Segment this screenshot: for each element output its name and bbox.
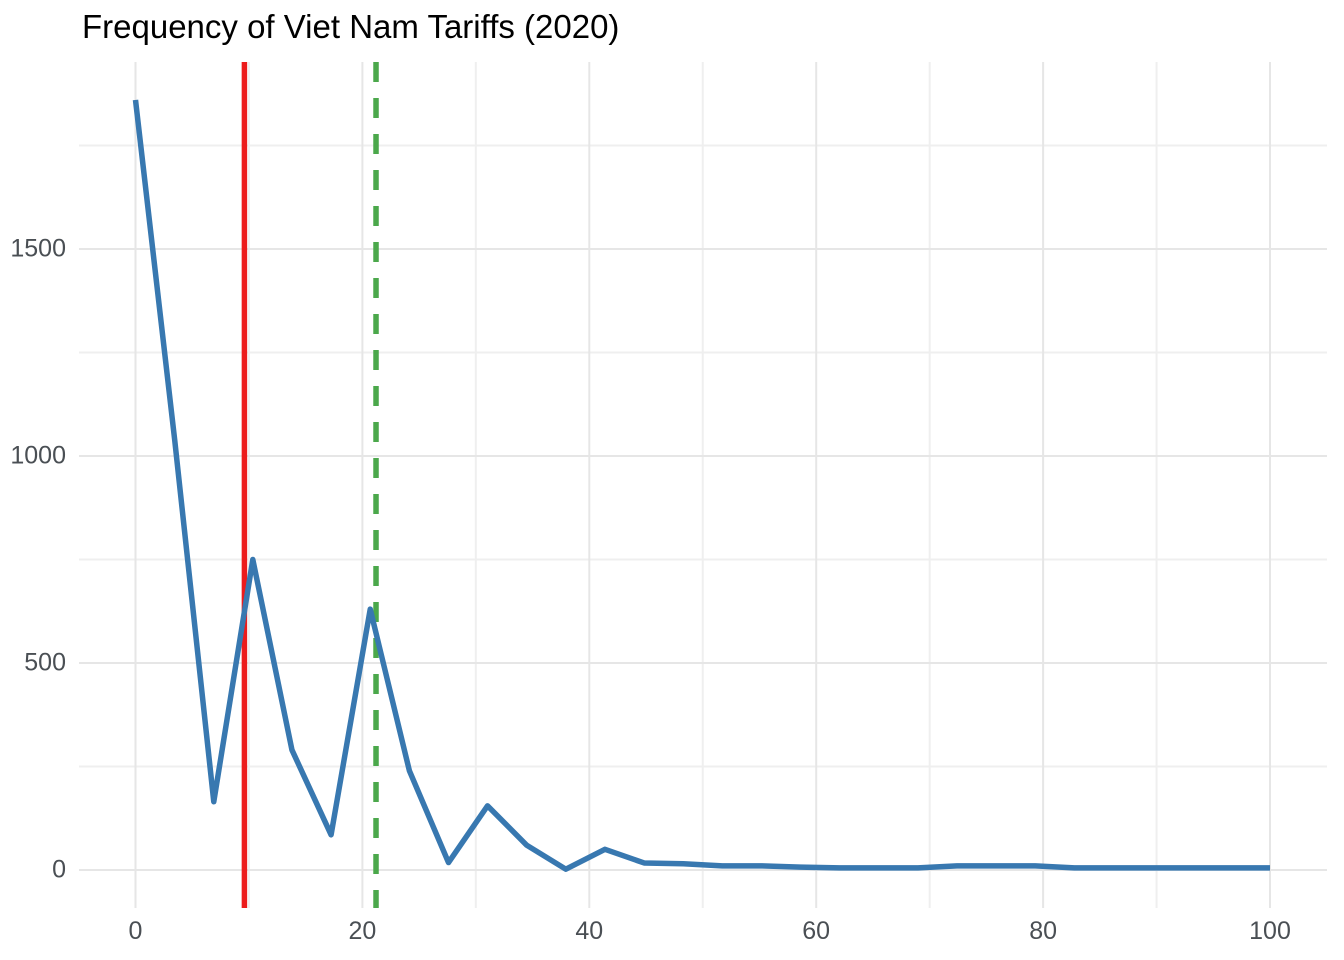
chart-title: Frequency of Viet Nam Tariffs (2020)	[82, 8, 620, 45]
tariff-frequency-line	[132, 99, 1270, 872]
x-axis-tick-label: 100	[1249, 917, 1291, 945]
x-axis-tick-label: 60	[802, 917, 831, 945]
x-axis-tick-label: 40	[575, 917, 604, 945]
y-axis-tick-label: 500	[24, 648, 66, 677]
x-axis-tick-label: 20	[348, 917, 377, 945]
x-axis-tick-label: 80	[1029, 917, 1057, 945]
y-axis-tick-label: 1000	[10, 441, 66, 470]
x-axis-tick-label: 0	[128, 917, 143, 945]
y-axis-tick-label: 1500	[10, 234, 66, 263]
y-axis-tick-label: 0	[52, 855, 66, 884]
